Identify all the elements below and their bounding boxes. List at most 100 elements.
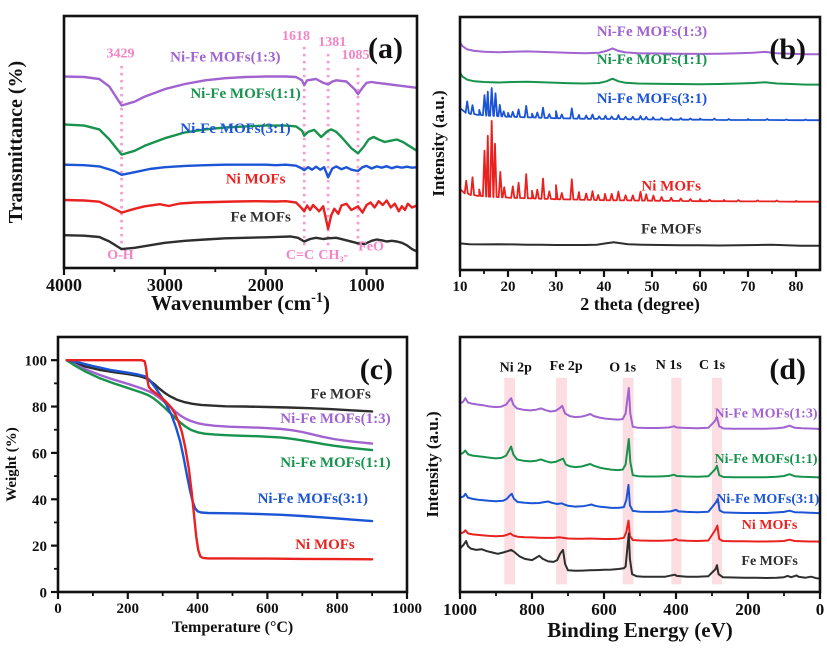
axes-box [458,15,822,272]
series-ni-fe-mofs-1-1 [65,359,374,452]
series-fe-mofs [62,233,419,253]
y-axis-title: Weight (%) [4,427,20,502]
x-tick-label: 60 [693,279,708,295]
x-tick-label: 70 [741,279,756,295]
series-ni-fe-mofs-3-1 [459,87,821,122]
x-tick-label: 40 [597,279,612,295]
x-tick-label: 80 [789,279,804,295]
y-tick-label: 80 [32,400,47,416]
x-tick-label: 200 [735,600,761,619]
x-tick-label: 1000 [349,275,385,295]
highlight-band [712,377,723,585]
curve-label-fe-mofs: Fe MOFs [230,209,291,225]
x-tick-label: 800 [326,601,349,617]
curve-label-1618: 1618 [282,29,310,44]
highlight-band [622,377,634,585]
series-ni-fe-mofs-1-3 [65,359,374,445]
x-tick-label: 20 [501,279,516,295]
series-ni-mofs [62,198,419,231]
x-tick-label: 30 [549,279,564,295]
x-tick-label: 200 [117,601,140,617]
series-ni-fe-mofs-1-3 [459,41,821,56]
series-ni-mofs [459,519,821,543]
x-tick-label: 600 [591,600,617,619]
x-tick-label: 3000 [147,275,183,295]
series-ni-fe-mofs-1-1 [459,71,821,86]
x-tick-label: 0 [816,600,825,619]
curve-label-o-1s: O 1s [609,360,636,375]
curve-label-ni-fe-mofs-1-3: Ni-Fe MOFs(1:3) [714,406,817,421]
y-tick-label: 60 [32,446,47,462]
highlight-band [504,377,516,585]
x-tick-label: 400 [186,601,209,617]
y-tick-label: 100 [25,354,48,370]
panel-letter-a: (a) [368,32,403,65]
x-axis-title: 2 theta (degree) [580,294,700,315]
series-ni-fe-mofs-3-1 [459,483,821,515]
curve-label-ni-fe-mofs-1-1: Ni-Fe MOFs(1:1) [714,452,817,467]
x-tick-label: 1000 [392,601,422,617]
x-tick-label: 2000 [248,275,284,295]
curve-label-ni-mofs: Ni MOFs [641,178,701,194]
x-tick-label: 400 [663,600,689,619]
curve-label-fe-mofs: Fe MOFs [641,221,702,237]
curve-label-fe-mofs: Fe MOFs [741,554,798,569]
x-tick-label: 0 [54,601,62,617]
highlight-band [671,377,682,585]
series-ni-mofs [459,120,821,203]
panel-letter-d: (d) [769,353,806,386]
x-tick-label: 4000 [46,275,82,295]
curve-label-1085: 1085 [341,48,369,63]
curve-label-ch: CH₃- [318,248,348,263]
x-tick-label: 10 [453,279,468,295]
series-ni-mofs [65,359,374,561]
y-axis-title: Intensity (a.u.) [423,411,442,517]
series-fe-mofs [459,532,821,580]
curve-label-ni-fe-mofs-1-3: Ni-Fe MOFs(1:3) [597,24,707,40]
panel-c: 0 200 400 600 800 1000 0 20 40 60 80 100 Temperature… [4,335,422,636]
y-axis-title: Transmittance (%) [5,61,27,223]
y-tick-label: 0 [40,586,48,602]
panel-a: 4000 3000 2000 1000 Wavenumber (cm-1) Transmi… [5,14,419,315]
curve-label-ni-mofs: Ni MOFs [295,537,355,553]
curve-label-c-c: C=C [286,248,314,263]
x-tick-label: 600 [256,601,279,617]
curve-label-ni-mofs: Ni MOFs [742,518,798,533]
curve-label-3429: 3429 [106,47,134,62]
curve-label-fe-mofs: Fe MOFs [310,386,371,402]
curve-label-ni-fe-mofs-3-1: Ni-Fe MOFs(3:1) [597,91,707,107]
curve-label-ni-fe-mofs-1-3: Ni-Fe MOFs(1:3) [280,411,390,427]
x-axis-title: Binding Energy (eV) [547,618,733,642]
x-tick-label: 800 [519,600,545,619]
curve-label-fe-2p: Fe 2p [550,359,583,374]
curve-label-ni-fe-mofs-3-1: Ni-Fe MOFs(3:1) [716,492,819,507]
curve-label-ni-2p: Ni 2p [500,360,533,375]
curve-label-ni-fe-mofs-1-3: Ni-Fe MOFs(1:3) [170,49,280,65]
y-tick-label: 40 [32,493,47,509]
panel-d: 1000 800 600 400 200 0 Binding Energy (eV) Inte… [423,335,825,642]
curve-label-o-h: O-H [107,248,134,263]
curve-label-ni-fe-mofs-3-1: Ni-Fe MOFs(3:1) [180,121,290,137]
series-fe-mofs [65,359,374,413]
y-tick-label: 20 [32,539,47,555]
series-ni-fe-mofs-3-1 [62,163,419,179]
panel-letter-b: (b) [769,33,806,66]
curve-label-feo: FeO [358,239,384,254]
highlight-band [556,377,567,585]
curve-label-n-1s: N 1s [656,358,683,373]
x-tick-label: 1000 [443,600,477,619]
series-ni-fe-mofs-1-1 [62,123,419,156]
panel-letter-c: (c) [360,353,393,386]
curve-label-ni-fe-mofs-3-1: Ni-Fe MOFs(3:1) [258,491,368,507]
curve-label-1381: 1381 [318,35,346,50]
curve-label-ni-fe-mofs-1-1: Ni-Fe MOFs(1:1) [190,86,300,102]
panel-b: 10 20 30 40 50 60 70 80 2 theta (degree) Intensit… [429,15,822,315]
curve-label-ni-mofs: Ni MOFs [226,172,286,188]
curve-label-ni-fe-mofs-1-1: Ni-Fe MOFs(1:1) [280,455,390,471]
axes-box [62,14,419,270]
x-axis-title: Temperature (°C) [172,619,293,636]
series-ni-fe-mofs-1-3 [62,75,419,107]
x-tick-label: 50 [645,279,660,295]
